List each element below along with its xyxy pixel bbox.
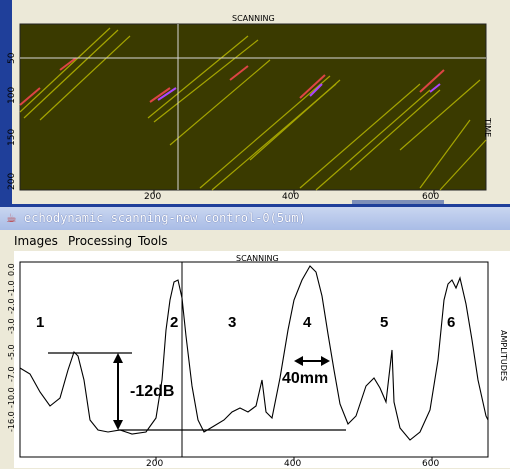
panel-divider [0, 204, 510, 207]
java-cup-icon: ☕ [6, 211, 17, 225]
peak-label-4: 4 [303, 314, 312, 331]
bottom-y-tick: -16.0 [7, 411, 16, 432]
bottom-y-tick: -1.0 [7, 280, 16, 296]
peak-label-1: 1 [36, 314, 45, 331]
peak-label-3: 3 [228, 314, 237, 331]
peak-label-2: 2 [170, 314, 179, 331]
window-titlebar[interactable] [0, 207, 510, 230]
top-x-tick: 600 [422, 192, 440, 202]
bottom-y-tick: -5.0 [7, 344, 16, 360]
width-label: 40mm [282, 370, 329, 387]
bottom-right-label: AMPLITUDES [499, 330, 508, 382]
bscan-image[interactable] [0, 0, 510, 206]
window-edge [0, 0, 12, 206]
menu-images[interactable]: Images [14, 234, 58, 248]
bottom-y-tick: -3.0 [7, 318, 16, 334]
bottom-x-tick: 600 [422, 459, 440, 469]
bottom-y-tick: -10.0 [7, 387, 16, 408]
menu-tools[interactable]: Tools [138, 234, 168, 248]
bottom-y-tick: -2.0 [7, 298, 16, 314]
peak-label-5: 5 [380, 314, 389, 331]
bottom-plot-title: SCANNING [236, 254, 279, 263]
top-x-tick: 200 [144, 192, 162, 202]
db-drop-label: -12dB [130, 383, 175, 400]
top-plot-title: SCANNING [232, 14, 275, 23]
bottom-y-tick: 0.0 [7, 263, 16, 276]
bottom-y-tick: -7.0 [7, 366, 16, 382]
window-title: echodynamic scanning-new control-0(5um) [24, 211, 306, 225]
bottom-x-tick: 200 [146, 459, 164, 469]
menu-bar [0, 230, 510, 251]
menu-processing[interactable]: Processing [68, 234, 133, 248]
bottom-x-tick: 400 [284, 459, 302, 469]
peak-label-6: 6 [447, 314, 456, 331]
top-x-tick: 400 [282, 192, 300, 202]
